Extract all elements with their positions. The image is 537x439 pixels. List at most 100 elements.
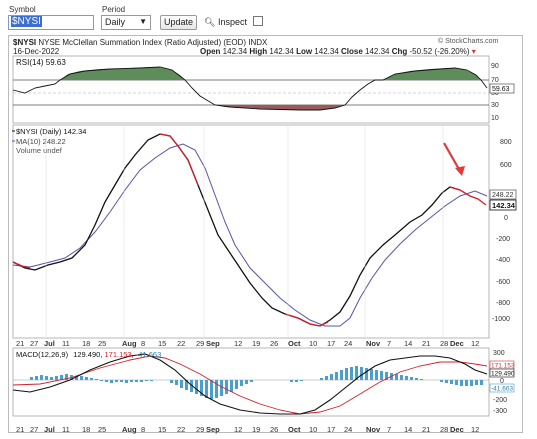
- macd-legend-v3: -41.663: [136, 350, 161, 359]
- period-label: Period: [102, 5, 126, 14]
- x-axis-label: 11: [62, 425, 70, 434]
- ohlc-key: Close: [341, 47, 366, 56]
- main-tick-0: 0: [504, 215, 508, 222]
- ohlc-value: 142.34: [365, 47, 392, 56]
- macd-signal-line: [12, 355, 488, 415]
- macd-legend-prefix: MACD(12,26,9): [16, 350, 69, 359]
- x-axis-label: 26: [270, 339, 278, 348]
- rsi-legend: RSI(14) 59.63: [16, 58, 66, 67]
- ohlc-readout: Open 142.34 High 142.34 Low 142.34 Close…: [200, 47, 476, 56]
- price-line: [12, 133, 461, 327]
- macd-panel: 300 200 0 -100 -200 -300 171.153 129.490…: [12, 350, 515, 415]
- inspect-label: Inspect: [217, 17, 247, 27]
- rsi-tick-50: 50: [491, 90, 499, 97]
- x-axis-label: 29: [196, 339, 204, 348]
- main-tick-neg200: -200: [496, 236, 510, 243]
- macd-histogram: [30, 366, 483, 399]
- chevron-down-icon[interactable]: ▾: [471, 47, 476, 56]
- x-axis-label: 17: [327, 339, 335, 348]
- x-axis-label: 11: [62, 339, 70, 348]
- x-axis-label: 24: [344, 425, 352, 434]
- period-select[interactable]: Daily ▼: [101, 15, 151, 30]
- main-tick-neg1000: -1000: [492, 316, 510, 323]
- price-line-red-top: [449, 186, 471, 197]
- symbol-label: Symbol: [9, 5, 36, 14]
- ma-value-tag: [489, 189, 517, 200]
- annotation-arrow: [443, 142, 461, 172]
- watermark: © StockCharts.com: [438, 38, 499, 45]
- x-axis-label: 7: [387, 425, 391, 434]
- x-axis-label: Oct: [288, 425, 301, 434]
- main-tick-800: 800: [500, 139, 512, 146]
- inspect-checkbox[interactable]: [252, 16, 263, 26]
- x-axis-label: 8: [141, 339, 145, 348]
- macd-panel-box: [12, 347, 490, 417]
- macd-value-tag: [489, 368, 515, 378]
- x-axis-label: 27: [30, 425, 38, 434]
- x-axis-label: 12: [471, 339, 479, 348]
- x-axis-label: 12: [234, 425, 242, 434]
- x-axis-label: Aug: [122, 339, 137, 348]
- x-axis-label: 14: [404, 425, 412, 434]
- ohlc-key: Chg: [391, 47, 410, 56]
- inspect-control[interactable]: 🔍︎ Inspect: [204, 15, 263, 30]
- x-axis-label: 25: [98, 339, 106, 348]
- x-axis-label: 15: [158, 425, 166, 434]
- x-axis-label: Nov: [366, 425, 381, 434]
- legend-volume: Volume undef: [16, 146, 63, 155]
- x-axis-label: Oct: [288, 339, 301, 348]
- x-axis-label: 25: [98, 425, 106, 434]
- rsi-tick-70: 70: [491, 77, 499, 84]
- x-axis-label: 24: [344, 339, 352, 348]
- x-axis-label: Dec: [450, 425, 464, 434]
- x-axis-label: 14: [404, 339, 412, 348]
- x-axis-label: 12: [234, 339, 242, 348]
- ohlc-key: High: [249, 47, 270, 56]
- x-axis-label: 12: [471, 425, 479, 434]
- chart-symbol: $NYSI: [13, 38, 37, 47]
- update-button[interactable]: Update: [160, 15, 197, 30]
- chart-title: NYSE McClellan Summation Index (Ratio Ad…: [38, 38, 268, 47]
- rsi-panel-box: [12, 55, 490, 124]
- macd-hist-tag-text: -41.663: [491, 386, 513, 393]
- rsi-tick-30: 30: [491, 102, 499, 109]
- x-axis-label: 22: [177, 339, 185, 348]
- main-tick-neg800: -800: [496, 300, 510, 307]
- x-axis-top: 21 27 Jul 11 18 25 Aug 8 15 22 29 Sep 12 19 26 Oct 10 17 2…: [16, 339, 479, 348]
- macd-tick-300: 300: [493, 350, 505, 357]
- x-axis-label: 28: [440, 425, 448, 434]
- rsi-panel: 90 70 50 30 10 59.63: [12, 63, 515, 122]
- symbol-input-value: $NYSI: [11, 16, 42, 27]
- main-tick-neg400: -400: [496, 257, 510, 264]
- rsi-value-tag: [489, 83, 515, 94]
- symbol-input[interactable]: $NYSI: [8, 15, 94, 30]
- ohlc-value: -50.52 (-26.20%): [409, 47, 472, 56]
- price-value-tag: [489, 199, 517, 211]
- price-line-red-low: [284, 313, 329, 327]
- ohlc-key: Low: [296, 47, 315, 56]
- x-axis-label: 26: [270, 425, 278, 434]
- x-axis-label: 28: [440, 339, 448, 348]
- x-axis-label: Sep: [206, 339, 220, 348]
- arrow-head-icon: [455, 166, 465, 176]
- x-axis-label: Jul: [44, 339, 55, 348]
- rsi-tick-90: 90: [491, 63, 499, 70]
- price-value-tag-text: 142.34: [492, 201, 516, 210]
- x-axis-label: 18: [82, 425, 90, 434]
- chevron-down-icon: ▼: [139, 17, 147, 26]
- x-axis-label: 10: [309, 425, 317, 434]
- ma-value-tag-text: 248.22: [492, 192, 514, 199]
- x-axis-label: 18: [82, 339, 90, 348]
- x-axis-label: 15: [158, 339, 166, 348]
- x-axis-label: 21: [16, 339, 24, 348]
- main-panel-box: [12, 124, 490, 339]
- legend-price: $NYSI (Daily) 142.34: [16, 127, 86, 136]
- macd-legend-v1: 129.490: [73, 350, 100, 359]
- rsi-overbought-fill-2: [383, 68, 480, 80]
- x-axis-label: 29: [196, 425, 204, 434]
- macd-legend-v2: 171.153: [105, 350, 132, 359]
- x-axis-label: 17: [327, 425, 335, 434]
- x-axis-label: 19: [252, 425, 260, 434]
- month-gridlines: [45, 125, 444, 338]
- macd-tick-neg300: -300: [493, 408, 507, 415]
